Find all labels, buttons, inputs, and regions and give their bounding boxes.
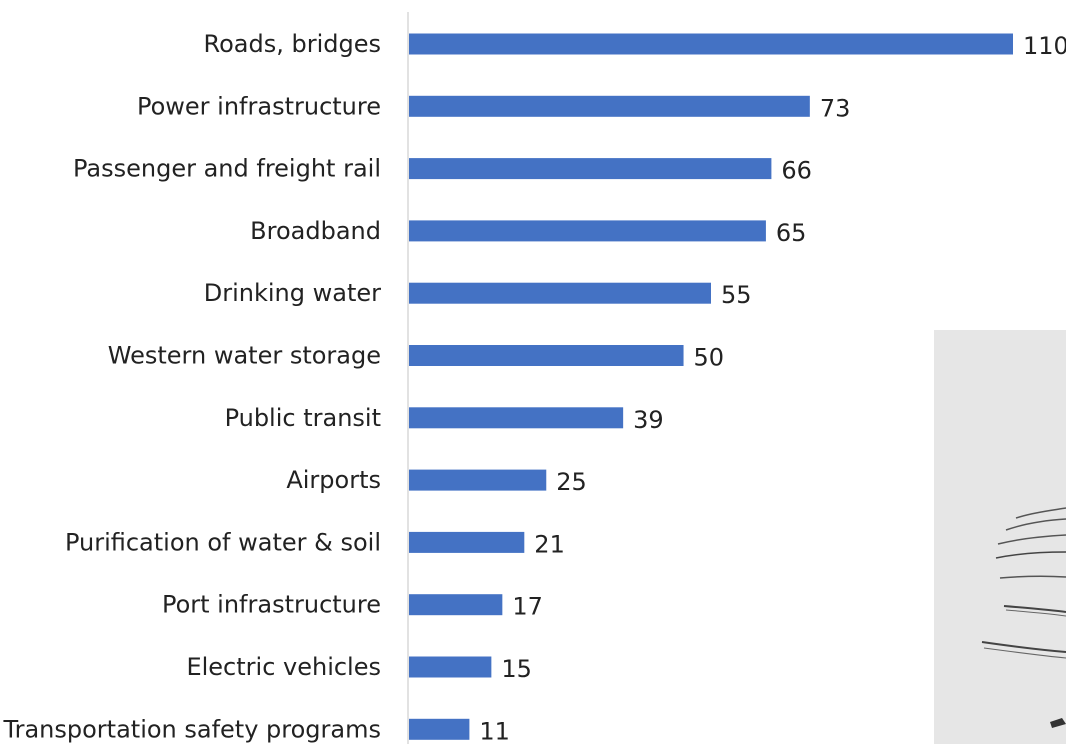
value-label: 15 bbox=[501, 655, 532, 683]
category-label: Broadband bbox=[250, 217, 381, 245]
bar bbox=[409, 594, 503, 616]
value-label: 25 bbox=[556, 468, 587, 496]
value-label: 73 bbox=[820, 94, 851, 122]
sketch-photo-inset bbox=[934, 330, 1066, 744]
sketch-drawing-icon bbox=[934, 330, 1066, 744]
value-label: 39 bbox=[633, 406, 664, 434]
bar bbox=[409, 95, 810, 117]
value-label: 50 bbox=[694, 344, 725, 372]
category-label: Purification of water & soil bbox=[65, 528, 381, 556]
category-label: Power infrastructure bbox=[137, 92, 381, 120]
bar bbox=[409, 469, 547, 491]
category-label: Airports bbox=[286, 466, 381, 494]
category-label: Port infrastructure bbox=[162, 591, 381, 619]
category-label: Western water storage bbox=[108, 342, 381, 370]
bar bbox=[409, 531, 525, 553]
bar bbox=[409, 718, 470, 740]
bar bbox=[409, 656, 492, 678]
bar bbox=[409, 345, 684, 366]
value-label: 11 bbox=[479, 717, 510, 744]
bar bbox=[409, 407, 624, 429]
bar bbox=[409, 158, 772, 180]
bar bbox=[409, 282, 711, 304]
bar bbox=[409, 220, 766, 242]
value-label: 66 bbox=[781, 157, 812, 185]
bar bbox=[409, 33, 1013, 55]
value-label: 17 bbox=[512, 593, 543, 621]
value-label: 21 bbox=[534, 530, 565, 558]
category-label: Roads, bridges bbox=[204, 30, 382, 58]
category-label: Passenger and freight rail bbox=[73, 155, 381, 183]
category-label: Public transit bbox=[225, 404, 381, 432]
value-label: 55 bbox=[721, 281, 752, 309]
category-label: Electric vehicles bbox=[186, 653, 381, 681]
category-label: Drinking water bbox=[204, 279, 381, 307]
value-label: 110 bbox=[1023, 32, 1066, 60]
value-label: 65 bbox=[776, 219, 807, 247]
category-label: Transportation safety programs bbox=[2, 715, 381, 743]
